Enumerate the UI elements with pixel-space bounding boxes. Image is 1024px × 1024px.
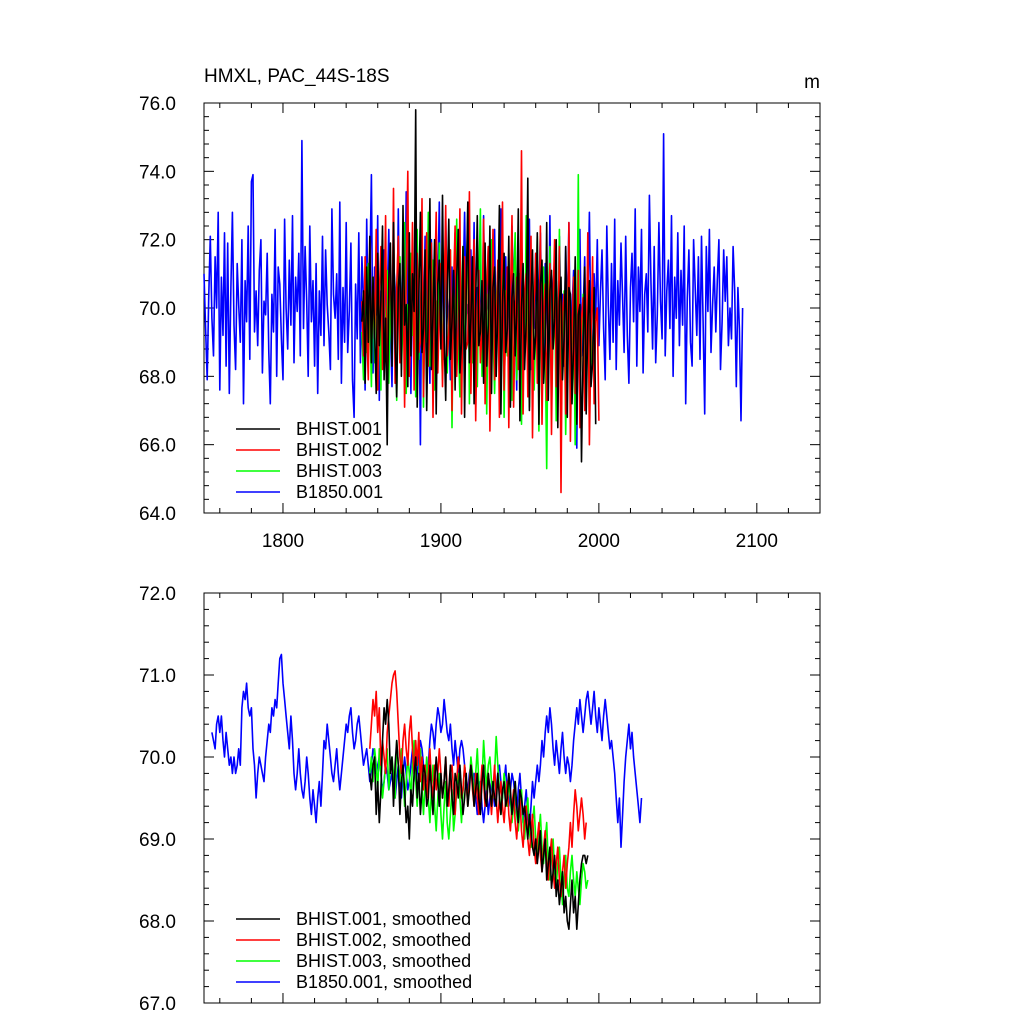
series-group	[203, 109, 744, 494]
y-tick-label: 70.0	[139, 748, 176, 769]
legend-label: BHIST.002	[296, 440, 382, 460]
y-tick-label: 70.0	[139, 299, 176, 320]
y-tick-label: 74.0	[139, 162, 176, 183]
y-tick-label: 69.0	[139, 830, 176, 851]
series-line-bhist-001	[361, 109, 597, 463]
annual-plot: 1800 1900 2000 2100 64.0 66.0 68.0 70.0 72.0 74.0…	[139, 94, 821, 552]
y-tick-label: 76.0	[139, 94, 176, 115]
y-tick-label: 66.0	[139, 436, 176, 457]
y-tick-label: 68.0	[139, 367, 176, 388]
y-tick-label: 67.0	[139, 994, 176, 1015]
x-tick-label: 1800	[262, 531, 304, 552]
chart-title: HMXL, PAC_44S-18S	[204, 66, 390, 87]
y-tick-label: 72.0	[139, 231, 176, 252]
legend-label: B1850.001	[296, 482, 383, 502]
units-label: m	[804, 72, 820, 93]
major-ticks: 1800 1900 2000 2100 64.0 66.0 68.0 70.0 72.0 74.0…	[139, 94, 820, 552]
legend-label: BHIST.003	[296, 461, 382, 481]
series-line-bhist-001	[369, 698, 589, 931]
legend-label: BHIST.003, smoothed	[296, 951, 471, 971]
y-tick-label: 68.0	[139, 912, 176, 933]
y-tick-label: 71.0	[139, 666, 176, 687]
plot-frame	[203, 592, 821, 1004]
x-tick-label: 1900	[420, 531, 462, 552]
legend-label: B1850.001, smoothed	[296, 972, 472, 992]
legend-label: BHIST.002, smoothed	[296, 930, 471, 950]
legend-label: BHIST.001, smoothed	[296, 909, 471, 929]
major-ticks: 67.0 68.0 69.0 70.0 71.0 72.0	[139, 584, 820, 1015]
y-tick-label: 64.0	[139, 504, 176, 525]
x-tick-label: 2100	[736, 531, 778, 552]
x-tick-label: 2000	[578, 531, 620, 552]
smoothed-plot: 67.0 68.0 69.0 70.0 71.0 72.0 BHIST.001, smoo…	[139, 584, 821, 1015]
minor-ticks	[204, 593, 821, 1003]
minor-ticks	[204, 103, 821, 513]
series-group	[211, 653, 643, 931]
legend-label: BHIST.001	[296, 419, 382, 439]
y-tick-label: 72.0	[139, 584, 176, 605]
